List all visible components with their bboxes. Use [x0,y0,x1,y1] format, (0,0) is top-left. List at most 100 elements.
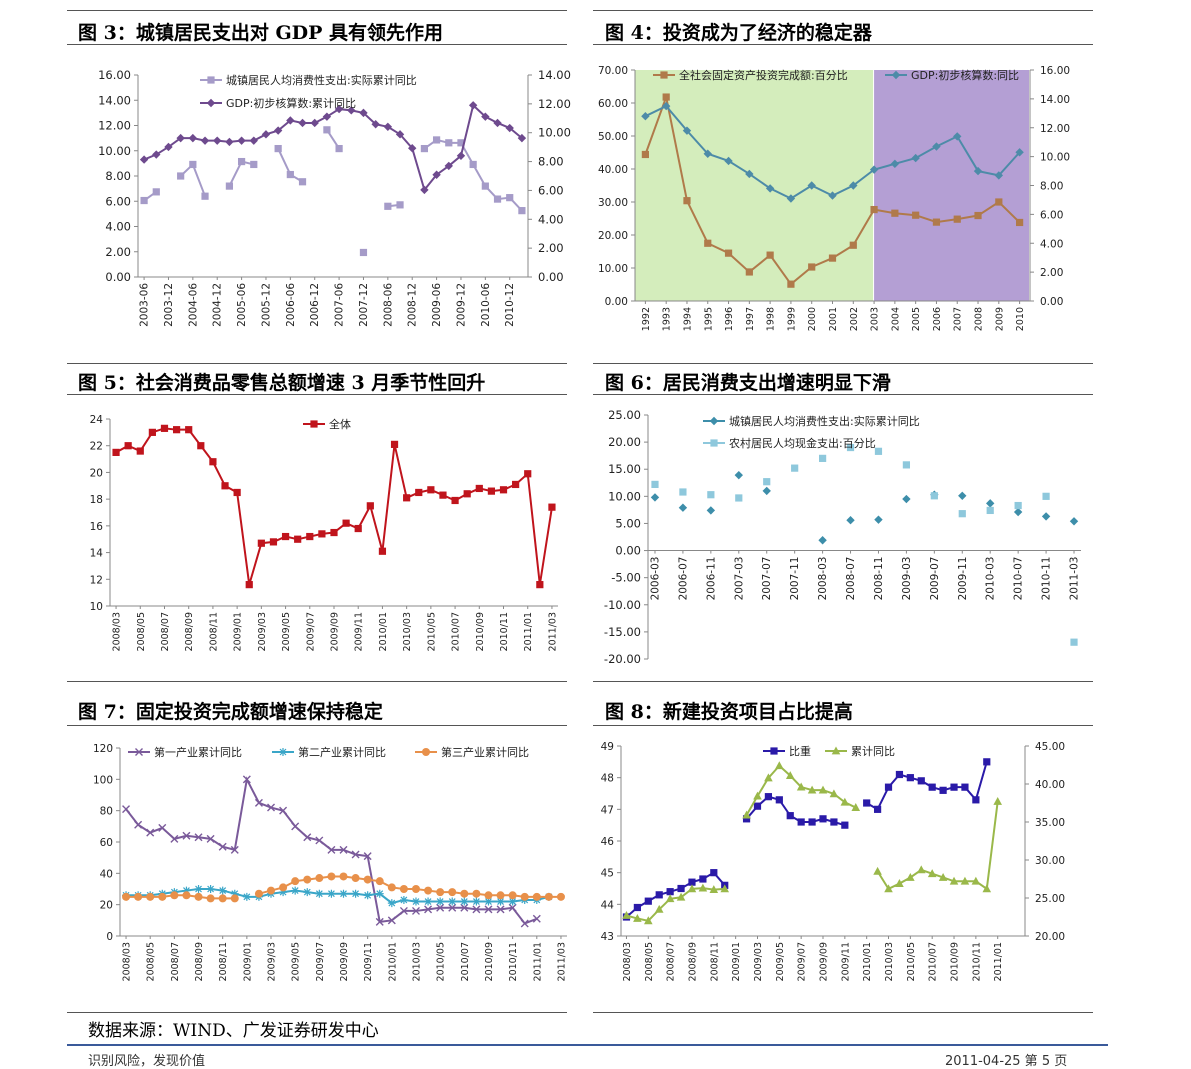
data-point-1 [982,884,992,893]
x-tick-label: 2009/07 [315,942,326,981]
data-point-2 [170,891,179,900]
chart-fig4: 0.00 10.00 20.00 30.00 40.00 50.00 60.00 70.00 0… [598,65,1070,331]
data-point-0 [172,426,181,434]
data-point-1 [456,151,466,160]
x-tick-label: 2005-06 [236,283,248,327]
data-point-2 [520,892,529,901]
data-point-0 [884,783,893,791]
data-point-0 [185,426,193,434]
x-tick-label: 2010/07 [928,942,939,981]
y-tick-label: 14 [90,548,104,560]
y-tick-label: 44 [601,899,615,911]
data-point-1 [387,899,396,908]
data-point-0 [250,160,258,169]
data-point-0 [194,833,203,842]
data-point-1 [960,876,970,885]
data-point-1 [665,894,675,903]
y-tick-label-right: 10.00 [538,126,571,140]
data-point-1 [994,171,1004,180]
x-tick-label: 2008-03 [817,557,829,601]
data-point-1 [1014,501,1022,510]
x-tick-label: 2010/07 [451,612,462,651]
data-point-1 [949,876,959,885]
data-point-1 [484,897,493,906]
x-tick-label: 2011/03 [547,612,558,651]
data-point-1 [764,773,773,782]
data-point-2 [339,872,348,881]
data-point-0 [451,496,459,505]
data-point-2 [146,892,155,901]
data-point-1 [286,116,295,125]
x-tick-label: 2010/05 [426,612,437,651]
data-point-2 [399,885,408,893]
data-point-0 [895,770,904,779]
data-point-1 [840,797,850,806]
footer-rule [67,1044,1108,1046]
data-source: 数据来源：WIND、广发证券研发中心 [88,1021,379,1041]
x-tick-label: 2006-07 [677,557,689,601]
x-tick-label: 2011/01 [523,612,534,651]
series-line-1 [143,103,523,193]
data-point-1 [493,118,502,128]
legend-label-1: 农村居民人均现金支出:百分比 [729,436,876,450]
data-point-1 [218,886,227,895]
y-tick-label: -5.00 [611,571,641,585]
y-tick-label: 30.00 [598,197,628,209]
data-point-1 [707,491,715,499]
data-point-0 [136,447,144,455]
data-point-0 [189,160,197,169]
data-point-0 [849,241,857,249]
y-tick-label-right: 45.00 [1035,741,1065,753]
legend-marker-0 [207,76,215,84]
data-point-1 [874,447,883,455]
y-tick-label: 48 [601,773,614,785]
data-point-2 [279,883,288,892]
y-tick-label: 49 [601,741,614,753]
data-point-1 [890,159,900,169]
data-point-1 [424,897,433,906]
x-tick-label: 2008 [974,307,985,331]
x-tick-label: 1999 [786,307,797,331]
data-point-1 [505,123,514,133]
y-tick-label: 24 [90,414,104,426]
y-tick-label-right: 2.00 [538,241,564,255]
data-point-1 [902,461,911,469]
data-point-1 [206,885,215,893]
data-point-0 [281,532,290,541]
data-point-0 [710,869,718,877]
data-point-0 [463,490,471,498]
data-point-1 [720,884,730,893]
data-point-2 [194,892,203,901]
data-point-1 [818,785,828,794]
legend-marker-1 [891,70,901,80]
y-tick-label: 80 [100,806,113,818]
footer-left: 识别风险，发现价值 [88,1054,206,1069]
data-point-0 [140,196,148,205]
rule-bottom-right [593,1012,1093,1013]
data-point-1 [971,876,981,885]
x-tick-label: 2008/09 [687,942,698,981]
data-point-0 [197,442,205,450]
data-point-0 [506,194,514,202]
y-tick-label: 20 [90,467,103,479]
data-point-0 [688,878,696,886]
data-point-0 [830,818,838,826]
data-point-0 [906,774,914,782]
x-tick-label: 2009/09 [339,942,350,981]
data-point-0 [112,448,120,456]
figure-6-title: 图 6：居民消费支出增速明显下滑 [605,372,891,394]
x-tick-label: 2008/07 [160,612,171,651]
x-tick-label: 2010/01 [378,612,389,651]
data-point-0 [1069,517,1079,526]
x-tick-label: 2003-12 [163,283,175,327]
y-tick-label-right: 30.00 [1035,855,1065,867]
legend-marker-0 [135,748,143,756]
y-tick-label: 60.00 [598,98,628,110]
data-point-0 [122,805,131,814]
data-point-2 [448,888,457,897]
data-point-0 [399,906,408,915]
data-point-0 [475,484,483,493]
y-tick-label: 50.00 [598,131,628,143]
data-point-0 [124,442,132,450]
data-point-1 [395,130,405,139]
